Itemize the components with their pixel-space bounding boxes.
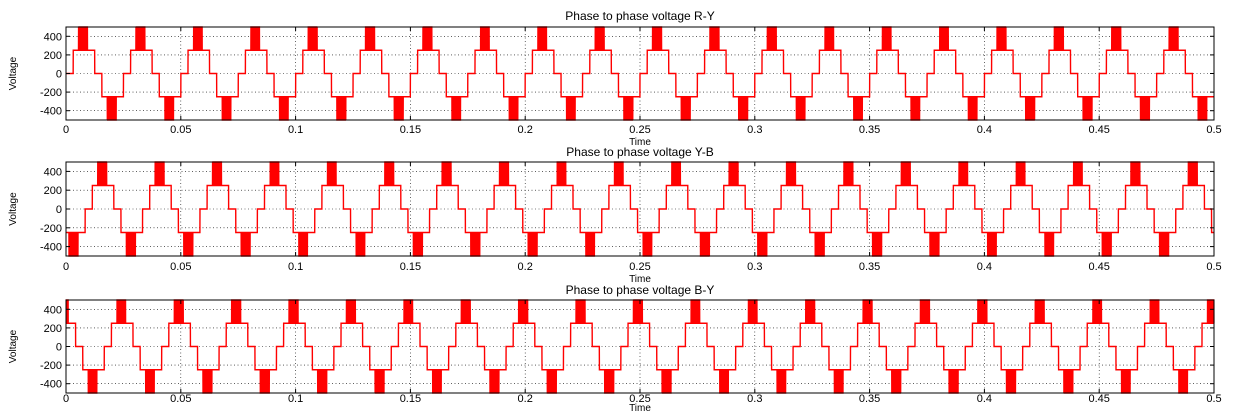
x-tick-label: 0.1	[288, 393, 303, 405]
x-axis-label: Time	[629, 403, 651, 412]
x-tick-label: 0.05	[170, 393, 191, 405]
y-tick-label: 200	[44, 323, 62, 335]
x-tick-label: 0.1	[288, 124, 303, 136]
x-tick-label: 0.4	[977, 393, 992, 405]
y-tick-label: 400	[44, 31, 62, 43]
x-tick-label: 0.3	[747, 261, 762, 273]
x-tick-label: 0	[63, 124, 69, 136]
x-tick-label: 0.5	[1206, 393, 1221, 405]
y-tick-label: 400	[44, 166, 62, 178]
y-tick-label: 0	[56, 204, 62, 216]
y-tick-label: 0	[56, 342, 62, 354]
y-tick-label: 0	[56, 69, 62, 81]
x-tick-label: 0.35	[859, 261, 880, 273]
x-tick-label: 0.3	[747, 124, 762, 136]
x-axis-label: Time	[629, 274, 651, 285]
y-tick-label: -400	[40, 379, 62, 391]
x-tick-label: 0.05	[170, 124, 191, 136]
x-tick-label: 0.2	[518, 261, 533, 273]
y-tick-label: -200	[40, 223, 62, 235]
x-axis-label: Time	[629, 137, 651, 148]
x-tick-label: 0.5	[1206, 124, 1221, 136]
y-axis-label: Voltage	[8, 56, 19, 90]
x-tick-label: 0.15	[400, 124, 421, 136]
y-tick-label: 200	[44, 50, 62, 62]
y-tick-label: -400	[40, 242, 62, 254]
y-tick-label: 400	[44, 304, 62, 316]
x-tick-label: 0.35	[859, 124, 880, 136]
x-tick-label: 0.15	[400, 393, 421, 405]
x-tick-label: 0.4	[977, 124, 992, 136]
x-tick-label: 0.2	[518, 393, 533, 405]
x-tick-label: 0.5	[1206, 261, 1221, 273]
x-tick-label: 0.45	[1088, 261, 1109, 273]
x-tick-label: 0.25	[629, 261, 650, 273]
x-tick-label: 0.15	[400, 261, 421, 273]
chart-title: Phase to phase voltage B-Y	[566, 283, 715, 297]
x-tick-label: 0.25	[629, 124, 650, 136]
x-tick-label: 0.4	[977, 261, 992, 273]
y-tick-label: -200	[40, 87, 62, 99]
x-tick-label: 0	[63, 261, 69, 273]
x-tick-label: 0.2	[518, 124, 533, 136]
x-tick-label: 0.05	[170, 261, 191, 273]
y-tick-label: 200	[44, 185, 62, 197]
y-axis-label: Voltage	[8, 192, 19, 226]
chart-title: Phase to phase voltage R-Y	[565, 9, 714, 23]
voltage-series-line	[66, 26, 1214, 121]
x-tick-label: 0.1	[288, 261, 303, 273]
x-tick-label: 0.45	[1088, 393, 1109, 405]
y-tick-label: -400	[40, 106, 62, 118]
subplot-3: 0 0.05 0.1 0.15 0.2 0.25 0.3 0.35 0.4 0.45 0.5 400 2…	[8, 283, 1222, 412]
y-tick-label: -200	[40, 360, 62, 372]
y-axis-label: Voltage	[8, 329, 19, 363]
x-tick-label: 0	[63, 393, 69, 405]
x-tick-label: 0.35	[859, 393, 880, 405]
x-tick-label: 0.3	[747, 393, 762, 405]
voltage-series-line	[66, 161, 1214, 257]
x-tick-label: 0.45	[1088, 124, 1109, 136]
subplot-1: 0 0.05 0.1 0.15 0.2 0.25 0.3 0.35 0.4 0.45 0.5 400 2…	[8, 9, 1222, 148]
subplot-2: 0 0.05 0.1 0.15 0.2 0.25 0.3 0.35 0.4 0.45 0.5 400 2…	[8, 145, 1222, 285]
chart-title: Phase to phase voltage Y-B	[566, 145, 713, 159]
x-tick-label: 0.25	[629, 393, 650, 405]
